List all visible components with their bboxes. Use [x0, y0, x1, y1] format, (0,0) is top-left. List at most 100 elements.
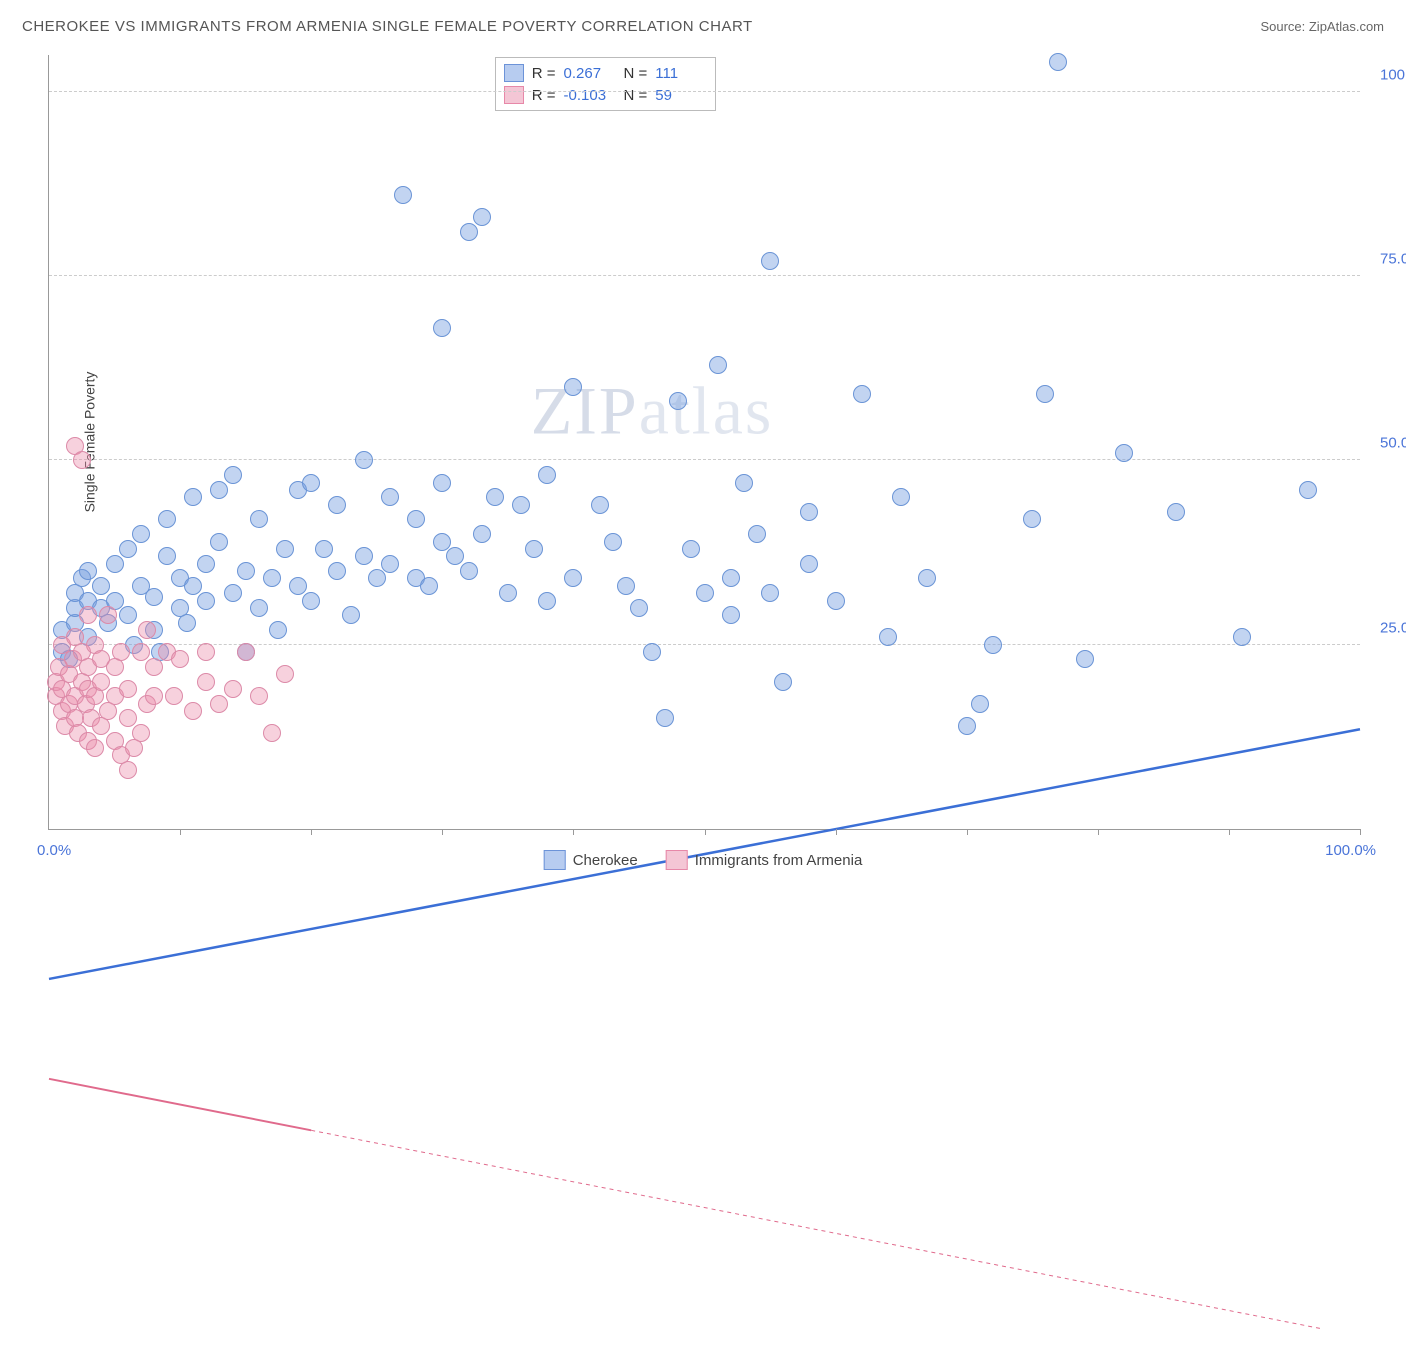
point-cherokee: [499, 584, 517, 602]
x-tick: [573, 829, 574, 835]
chart-title: CHEROKEE VS IMMIGRANTS FROM ARMENIA SING…: [22, 18, 753, 35]
point-cherokee: [1076, 650, 1094, 668]
x-tick: [1229, 829, 1230, 835]
r-value: -0.103: [564, 87, 616, 104]
point-cherokee: [328, 562, 346, 580]
point-cherokee: [446, 547, 464, 565]
point-cherokee: [538, 592, 556, 610]
legend-swatch: [544, 850, 566, 870]
correlation-stats-box: R = 0.267 N = 111R = -0.103 N = 59: [495, 57, 717, 111]
point-armenia: [79, 606, 97, 624]
point-cherokee: [197, 555, 215, 573]
point-cherokee: [210, 533, 228, 551]
point-cherokee: [184, 488, 202, 506]
point-armenia: [237, 643, 255, 661]
plot-area: Single Female Poverty 0.0% 100.0% ZIPatl…: [48, 55, 1360, 830]
y-tick-label: 100.0%: [1362, 66, 1406, 83]
point-cherokee: [433, 319, 451, 337]
point-cherokee: [1167, 503, 1185, 521]
point-cherokee: [92, 577, 110, 595]
point-cherokee: [800, 555, 818, 573]
point-armenia: [119, 709, 137, 727]
point-cherokee: [735, 474, 753, 492]
point-cherokee: [722, 606, 740, 624]
x-tick: [442, 829, 443, 835]
point-cherokee: [512, 496, 530, 514]
point-cherokee: [748, 525, 766, 543]
point-cherokee: [315, 540, 333, 558]
point-cherokee: [269, 621, 287, 639]
point-cherokee: [682, 540, 700, 558]
point-armenia: [138, 621, 156, 639]
point-armenia: [250, 687, 268, 705]
point-cherokee: [342, 606, 360, 624]
legend-swatch: [666, 850, 688, 870]
point-cherokee: [774, 673, 792, 691]
n-label: N =: [624, 65, 648, 82]
point-armenia: [99, 606, 117, 624]
legend-label: Cherokee: [573, 852, 638, 869]
point-armenia: [210, 695, 228, 713]
point-cherokee: [433, 474, 451, 492]
point-cherokee: [79, 562, 97, 580]
point-cherokee: [709, 356, 727, 374]
point-armenia: [92, 673, 110, 691]
point-armenia: [132, 643, 150, 661]
point-cherokee: [853, 385, 871, 403]
point-cherokee: [879, 628, 897, 646]
point-cherokee: [132, 525, 150, 543]
point-cherokee: [971, 695, 989, 713]
point-armenia: [171, 650, 189, 668]
n-label: N =: [624, 87, 648, 104]
point-cherokee: [224, 466, 242, 484]
point-armenia: [197, 673, 215, 691]
gridline: [49, 459, 1360, 460]
x-tick: [1098, 829, 1099, 835]
point-cherokee: [1233, 628, 1251, 646]
point-armenia: [86, 739, 104, 757]
point-cherokee: [564, 569, 582, 587]
point-cherokee: [381, 555, 399, 573]
point-armenia: [73, 451, 91, 469]
point-cherokee: [302, 592, 320, 610]
point-cherokee: [761, 252, 779, 270]
x-tick: [967, 829, 968, 835]
point-cherokee: [224, 584, 242, 602]
point-cherokee: [460, 223, 478, 241]
point-cherokee: [892, 488, 910, 506]
point-armenia: [165, 687, 183, 705]
legend-label: Immigrants from Armenia: [695, 852, 863, 869]
point-cherokee: [394, 186, 412, 204]
point-cherokee: [984, 636, 1002, 654]
x-tick: [180, 829, 181, 835]
n-value: 59: [655, 87, 707, 104]
point-cherokee: [722, 569, 740, 587]
point-cherokee: [158, 547, 176, 565]
point-cherokee: [630, 599, 648, 617]
point-cherokee: [302, 474, 320, 492]
point-armenia: [263, 724, 281, 742]
point-cherokee: [433, 533, 451, 551]
trend-lines: [49, 55, 1360, 1366]
point-cherokee: [250, 510, 268, 528]
bottom-legend: Cherokee Immigrants from Armenia: [544, 850, 863, 870]
point-cherokee: [106, 555, 124, 573]
point-cherokee: [1023, 510, 1041, 528]
point-armenia: [145, 658, 163, 676]
point-cherokee: [604, 533, 622, 551]
point-cherokee: [158, 510, 176, 528]
n-value: 111: [655, 65, 707, 82]
point-cherokee: [827, 592, 845, 610]
legend-swatch: [504, 64, 524, 82]
point-cherokee: [407, 510, 425, 528]
point-cherokee: [250, 599, 268, 617]
r-value: 0.267: [564, 65, 616, 82]
point-cherokee: [473, 208, 491, 226]
r-label: R =: [532, 65, 556, 82]
legend-swatch: [504, 86, 524, 104]
point-cherokee: [958, 717, 976, 735]
x-tick: [311, 829, 312, 835]
stat-row: R = 0.267 N = 111: [504, 62, 708, 84]
point-armenia: [112, 643, 130, 661]
point-cherokee: [591, 496, 609, 514]
